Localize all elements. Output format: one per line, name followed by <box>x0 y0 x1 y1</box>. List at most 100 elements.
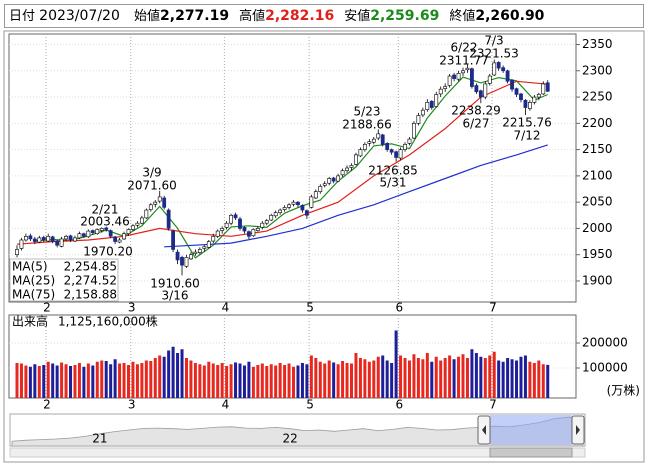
volume-bar <box>443 358 447 398</box>
candle-body <box>122 233 126 240</box>
volume-bar <box>193 363 197 398</box>
candle-body <box>50 236 55 242</box>
candle-body <box>527 102 532 109</box>
candle-body <box>478 90 483 98</box>
annotation-price: 2311.77 <box>439 54 489 68</box>
x-tick-label: 2 <box>43 301 51 315</box>
candle-body <box>238 218 242 229</box>
candle-body <box>153 201 158 205</box>
volume-bar <box>541 364 545 398</box>
scrollbar-thumb[interactable] <box>489 447 573 458</box>
candle-body <box>260 222 265 228</box>
candle-body <box>385 143 390 150</box>
volume-bar <box>122 363 126 398</box>
volume-bar <box>73 365 77 398</box>
candle-body <box>55 240 60 246</box>
candle-body <box>443 86 448 89</box>
volume-bar <box>523 355 527 398</box>
candle-body <box>367 141 372 144</box>
ma-line <box>164 144 548 248</box>
candle-body <box>398 149 403 159</box>
candle-body <box>322 183 327 186</box>
field-label: 終値 <box>449 9 476 24</box>
volume-title: 出来高 <box>12 314 48 329</box>
navigator-handle[interactable] <box>571 415 585 445</box>
candle-body <box>206 241 211 248</box>
volume-bar <box>381 355 385 398</box>
candle-body <box>465 67 470 71</box>
volume-bar <box>238 363 242 398</box>
volume-bar <box>37 366 41 398</box>
navigator-tick-label: 22 <box>283 432 298 446</box>
candle-body <box>64 236 68 240</box>
annotation-price: 2215.76 <box>502 116 552 130</box>
volume-bar <box>251 366 255 398</box>
annotation-date: 5/23 <box>354 105 381 119</box>
volume-bar <box>407 360 411 398</box>
volume-bar <box>363 359 367 398</box>
candle-body <box>412 123 416 139</box>
volume-bar <box>488 355 492 398</box>
ma-line <box>16 80 548 245</box>
volume-bar <box>300 363 304 398</box>
volume-bar <box>394 330 398 398</box>
navigator-handle[interactable] <box>477 415 491 445</box>
volume-bar <box>216 365 220 398</box>
volume-bar <box>77 363 81 398</box>
x-tick-label: 3 <box>128 398 136 412</box>
x-tick-label: 4 <box>222 398 230 412</box>
candle-body <box>318 186 323 192</box>
candle-body <box>420 109 425 116</box>
volume-bar <box>19 363 23 398</box>
volume-bar <box>229 364 233 398</box>
candle-body <box>211 236 216 242</box>
volume-bar <box>532 363 536 398</box>
volume-value: 1,125,160,000株 <box>58 314 158 329</box>
volume-bar <box>385 360 389 398</box>
volume-bar <box>64 364 68 398</box>
volume-bar <box>51 363 55 398</box>
volume-bar <box>153 358 157 398</box>
candle-body <box>148 204 153 210</box>
volume-bar <box>376 356 380 398</box>
candle-body <box>184 257 189 267</box>
candle-body <box>113 236 118 242</box>
candle-body <box>269 214 274 221</box>
volume-bar <box>104 361 108 398</box>
volume-bar <box>225 366 229 398</box>
volume-bar <box>323 363 327 398</box>
annotation-date: 6/27 <box>463 117 490 131</box>
volume-bar <box>202 365 206 398</box>
volume-bar <box>149 361 153 398</box>
quote-header: 日付 2023/07/20 始値2,277.19 高値2,282.16 安値2,25… <box>4 4 644 28</box>
annotation-date: 2/21 <box>92 203 119 217</box>
candle-body <box>354 154 358 165</box>
candle-body <box>242 227 247 232</box>
volume-bar <box>234 362 238 398</box>
volume-bar <box>497 360 501 398</box>
volume-bar <box>247 361 251 398</box>
candle-body <box>505 70 510 82</box>
candle-body <box>470 68 474 87</box>
candle-body <box>403 144 407 150</box>
annotation-date: 3/16 <box>162 289 189 303</box>
volume-bar <box>113 359 117 398</box>
y-tick-label: 1900 <box>582 273 613 287</box>
handle-arrow <box>576 425 580 435</box>
candle-body <box>215 230 220 237</box>
volume-bar <box>118 363 122 398</box>
candle-body <box>197 249 202 253</box>
volume-bar <box>416 358 420 398</box>
y-tick-label: 2200 <box>582 116 613 130</box>
volume-bar <box>465 358 469 398</box>
candle-body <box>135 222 140 226</box>
volume-bar <box>461 354 465 398</box>
candle-body <box>327 178 332 184</box>
volume-bar <box>537 360 541 398</box>
candle-body <box>131 225 135 230</box>
volume-bar <box>109 364 113 398</box>
y-tick-label: 2100 <box>582 168 613 182</box>
volume-bar <box>278 363 282 398</box>
candle-body <box>296 201 300 206</box>
volume-bar <box>327 360 331 398</box>
